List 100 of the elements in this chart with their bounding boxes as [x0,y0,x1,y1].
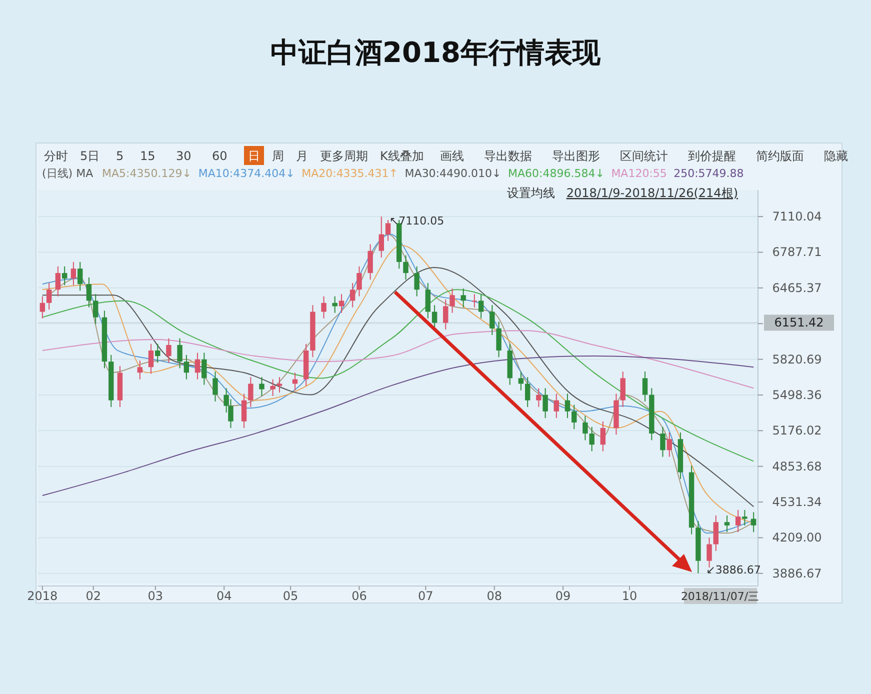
candlestick [270,378,276,396]
candlestick [432,304,438,330]
text: MA10:4374.404↓ [198,167,295,180]
text: 分时 [44,149,68,163]
candlestick [460,288,466,308]
text: 区间统计 [620,149,668,163]
candlestick [524,376,530,408]
y-tick-label: 4531.34 [772,495,822,510]
text: 导出数据 [484,149,532,163]
x-tick-label: 03 [148,589,164,603]
y-tick-label: 6465.37 [772,280,822,295]
text: K线叠加 [380,149,424,163]
text: MA30:4490.010↓ [404,167,502,180]
x-tick-label: 10 [622,589,638,603]
candlestick [368,244,373,280]
candlestick [713,514,719,552]
candlestick [600,420,606,452]
candlestick [378,216,384,258]
x-tick-label: 06 [352,589,367,603]
candlestick [496,321,502,358]
y-tick-label: 7110.04 [772,210,822,224]
text: 画线 [440,149,464,163]
candlestick [403,254,408,280]
candlestick [62,266,68,286]
candlestick [724,514,730,533]
candlestick [46,282,52,310]
candlestick [276,376,282,394]
candlestick [177,338,182,369]
text: (日线) MA [42,167,94,180]
candlestick [490,304,495,336]
chart-title: 中证白酒2018年行情表现 [270,36,602,69]
y-tick-label: 4853.68 [772,459,822,474]
candlestick [248,376,254,408]
candlestick [414,266,420,297]
candlestick [564,393,570,419]
annotation: 2018/1/9-2018/11/26(214根) [566,186,738,200]
line-series [42,356,754,496]
text: 日 [248,149,260,163]
text: MA60:4896.584↓ [508,167,604,180]
candlestick [385,219,391,242]
text: 到价提醒 [688,149,736,163]
text: 周 [272,149,284,163]
text: 15 [140,149,156,163]
text: 30 [176,149,192,163]
text: MA20:4335.431↑ [302,167,398,180]
annotation: 设置均线 [507,186,555,200]
text: MA5:4350.129↓ [102,167,192,180]
candlestick [542,388,548,419]
candlestick [184,354,190,380]
candlestick [735,509,741,533]
y-tick-label: 6787.71 [772,245,822,260]
candlestick [202,352,207,386]
y-tick-label: 3886.67 [772,566,822,580]
candlestick [155,343,160,364]
y-tick-label: 5820.69 [772,352,822,366]
text: 60 [212,149,228,163]
x-tick-label: 07 [418,589,434,603]
x-tick-label: 08 [486,589,502,603]
candlestick [40,296,46,319]
line-series [42,330,754,389]
candlestick [443,299,448,330]
candlestick [350,282,356,308]
candlestick [321,296,326,319]
candlestick [259,376,264,396]
candlestick [241,393,247,429]
candlestick [212,371,218,402]
x-tick-label: 02 [86,589,102,603]
ref-line-label: 6151.42 [774,316,824,330]
text: 隐藏 [824,149,848,163]
x-tick-label: 2018 [27,589,58,603]
candlestick [70,261,76,286]
y-tick-label: 5176.02 [772,424,822,438]
line-series [42,289,754,462]
candlestick [536,388,542,408]
text: 导出图形 [552,149,600,163]
candlestick [742,509,748,526]
candlestick [666,432,672,458]
y-tick-label: 5498.36 [772,388,822,402]
candlestick [86,276,92,308]
annotation: ↙3886.67 [706,563,761,576]
candlestick [356,266,362,297]
text: MA120:55 [611,167,667,180]
text: 月 [296,149,308,163]
text: 5日 [80,149,100,163]
y-tick-label: 4209.00 [772,530,822,545]
candlestick [472,294,478,308]
candlestick [148,343,154,374]
candlestick [166,338,172,364]
candlestick [620,371,626,408]
candlestick [582,415,588,441]
x-tick-label: 04 [216,589,232,603]
candlestick [92,294,98,324]
candlestick [194,352,200,380]
x-tick-label: 09 [555,589,571,603]
candlestick [642,371,648,402]
x-tick-label: 05 [282,589,298,603]
candlestick [572,404,577,430]
candlestick [338,294,344,314]
text: 2018/11/07/三 [680,590,760,603]
candlestick [55,266,61,297]
